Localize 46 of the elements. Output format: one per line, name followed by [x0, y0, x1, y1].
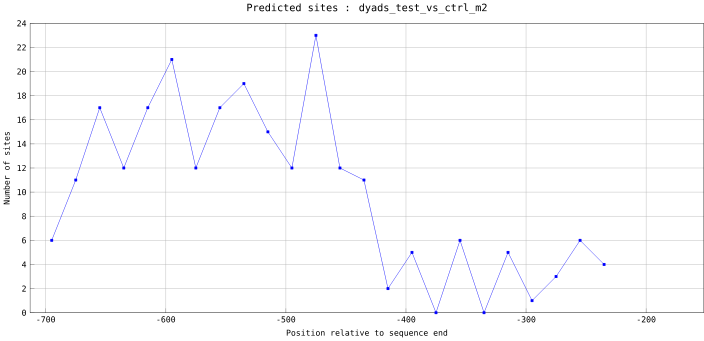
point [482, 311, 486, 314]
point [506, 251, 510, 254]
point [194, 166, 198, 170]
point [290, 166, 294, 170]
point [98, 106, 102, 110]
y-tick-label: 18 [18, 92, 26, 99]
x-tick-label: -200 [638, 316, 656, 323]
y-tick-label: 2 [22, 286, 26, 292]
point [410, 251, 414, 254]
chart-title: Predicted sites : dyads_test_vs_ctrl_m2 [247, 4, 487, 14]
y-tick-label: 8 [22, 213, 26, 220]
y-axis-title: Number of sites [3, 132, 10, 204]
point [50, 239, 54, 242]
y-tick-label: 16 [18, 116, 26, 123]
y-tick-label: 10 [18, 189, 26, 196]
x-axis-title: Position relative to sequence end [286, 330, 448, 338]
y-tick-label: 0 [22, 310, 26, 316]
y-tick-label: 6 [22, 237, 26, 244]
point [458, 239, 462, 242]
point [266, 130, 270, 134]
point [338, 166, 342, 170]
y-tick-label: 22 [17, 44, 26, 51]
point [578, 239, 582, 242]
point [242, 82, 246, 86]
point [602, 263, 606, 266]
point [362, 178, 366, 182]
y-tick-label: 12 [18, 165, 26, 172]
point [434, 311, 438, 314]
y-tick-label: 4 [22, 262, 26, 268]
point [218, 106, 222, 110]
point [170, 58, 174, 62]
x-tick-label: -600 [157, 316, 176, 323]
point [554, 275, 558, 278]
x-tick-label: -500 [278, 316, 296, 323]
x-tick-label: -300 [518, 316, 536, 323]
y-tick-label: 14 [18, 141, 26, 147]
point [386, 287, 390, 290]
point [530, 299, 534, 302]
point [314, 34, 318, 37]
point [146, 106, 150, 110]
x-tick-label: -400 [398, 316, 416, 323]
x-tick-label: -700 [37, 316, 55, 323]
point [74, 178, 78, 182]
point [122, 166, 126, 170]
y-tick-label: 24 [17, 20, 26, 26]
y-tick-label: 20 [17, 68, 26, 75]
